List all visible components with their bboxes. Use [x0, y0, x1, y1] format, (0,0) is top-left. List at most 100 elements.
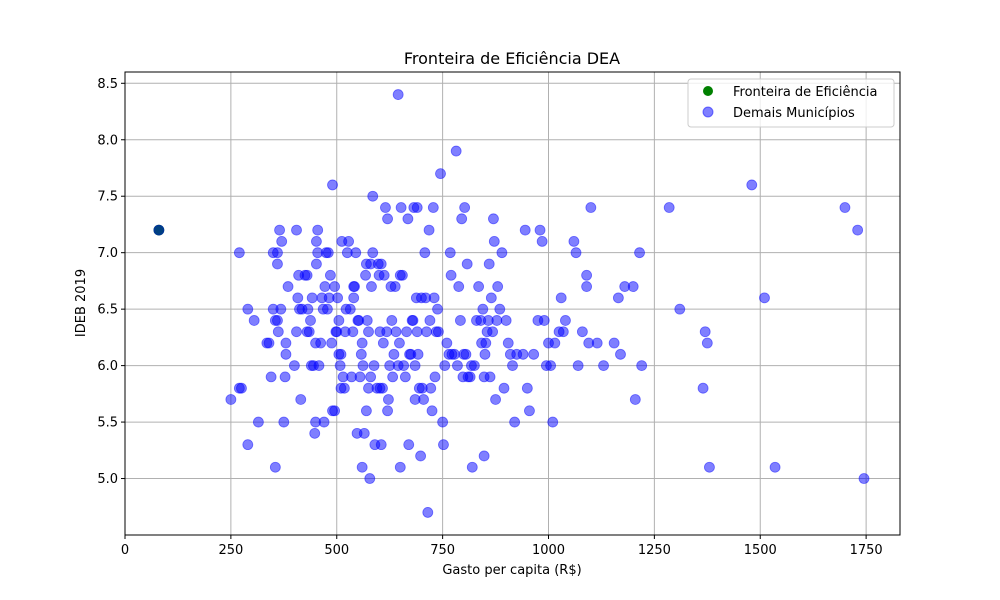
y-tick-label: 8.0	[97, 133, 118, 148]
municipio-point	[769, 461, 781, 473]
municipio-point	[387, 371, 399, 383]
legend-marker-fronteira	[703, 86, 713, 96]
municipio-point	[502, 337, 514, 349]
municipio-point	[276, 235, 288, 247]
municipio-point	[468, 360, 480, 372]
municipio-point	[547, 416, 559, 428]
municipio-point	[318, 416, 330, 428]
municipio-point	[444, 247, 456, 259]
municipio-point	[312, 224, 324, 236]
municipio-point	[329, 281, 341, 292]
municipio-point	[272, 315, 283, 326]
municipio-point	[295, 394, 307, 405]
municipio-point	[335, 348, 347, 360]
municipio-point	[394, 461, 406, 473]
municipio-point	[388, 348, 400, 360]
municipio-point	[319, 281, 331, 292]
municipio-point	[364, 473, 376, 484]
plot-frame	[124, 71, 901, 536]
municipio-point	[350, 247, 362, 259]
municipio-point	[389, 281, 401, 292]
municipio-point	[759, 292, 770, 304]
municipio-point	[409, 360, 421, 372]
municipio-point	[380, 202, 391, 213]
municipio-point	[225, 394, 237, 405]
municipio-point	[858, 473, 870, 484]
municipio-point	[466, 461, 478, 473]
x-tick-label: 1750	[850, 543, 883, 558]
x-tick-label: 0	[121, 543, 129, 558]
municipio-point	[343, 235, 355, 247]
y-tick-label: 8.5	[97, 77, 118, 92]
municipio-point	[439, 360, 451, 372]
municipio-point	[484, 371, 496, 383]
legend: Fronteira de Eficiência Demais Município…	[687, 78, 895, 128]
municipio-point	[560, 315, 571, 326]
y-axis-label: IDEB 2019	[74, 269, 89, 337]
municipio-point	[242, 439, 254, 451]
municipio-point	[449, 348, 460, 360]
municipio-point	[445, 269, 457, 281]
municipio-point	[329, 405, 341, 417]
municipio-point	[381, 326, 393, 338]
municipio-point	[233, 247, 245, 259]
municipio-point	[398, 360, 410, 372]
municipio-point	[377, 382, 388, 394]
municipio-point	[701, 337, 713, 349]
municipio-point	[324, 269, 336, 281]
municipio-point	[521, 382, 533, 394]
municipio-point	[491, 315, 503, 326]
municipio-point	[568, 235, 580, 247]
municipio-point	[278, 416, 290, 428]
municipio-point	[591, 337, 603, 349]
municipio-point	[280, 337, 292, 349]
municipio-point	[386, 315, 398, 326]
municipio-point	[536, 235, 548, 247]
y-tick-label: 6.5	[97, 303, 118, 318]
municipio-point	[570, 247, 582, 259]
legend-box	[687, 78, 895, 128]
municipio-point	[418, 394, 429, 405]
municipio-point	[629, 394, 641, 405]
municipio-point	[401, 326, 413, 338]
municipio-point	[360, 405, 372, 417]
municipio-point	[288, 360, 300, 372]
grid-lines	[124, 72, 900, 535]
municipio-point	[354, 371, 366, 383]
municipio-point	[500, 315, 512, 326]
municipio-point	[636, 360, 648, 372]
municipio-point	[280, 348, 292, 360]
municipio-point	[699, 326, 711, 338]
municipio-point	[432, 303, 443, 315]
municipio-point	[396, 269, 408, 281]
y-axis-ticks: 5.0 5.5 6.0 6.5 7.0 7.5 8.0 8.5	[97, 77, 125, 487]
municipio-point	[361, 315, 373, 326]
municipio-point	[663, 202, 675, 213]
municipio-point	[402, 213, 414, 225]
municipio-point	[627, 281, 639, 292]
legend-label-demais: Demais Municípios	[733, 106, 855, 121]
municipio-point	[460, 348, 472, 360]
municipio-point	[480, 337, 492, 349]
municipio-point	[333, 315, 345, 326]
municipio-point	[367, 190, 379, 202]
municipio-point	[366, 281, 377, 292]
municipio-point	[395, 202, 407, 213]
municipio-point	[704, 461, 715, 473]
municipio-point	[437, 416, 449, 428]
municipio-point	[612, 292, 624, 304]
municipio-point	[697, 382, 709, 394]
municipio-point	[432, 326, 444, 338]
municipio-point	[517, 348, 529, 360]
municipio-point	[581, 269, 593, 281]
municipio-point	[301, 269, 313, 281]
municipio-point	[367, 247, 379, 259]
municipio-point	[509, 416, 521, 428]
municipio-point	[473, 281, 485, 292]
municipio-point	[585, 202, 597, 213]
municipio-point	[572, 360, 584, 372]
municipio-point	[427, 202, 439, 213]
municipio-point	[429, 371, 441, 383]
municipio-point	[338, 382, 350, 394]
